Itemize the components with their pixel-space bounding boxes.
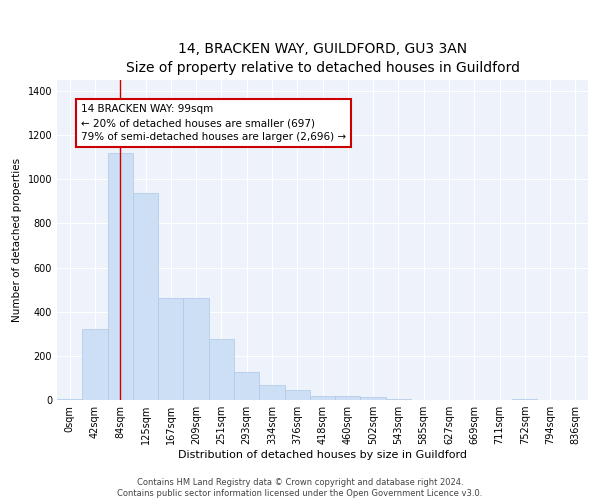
Bar (335, 396, 361, 400)
Text: Contains HM Land Registry data © Crown copyright and database right 2024.
Contai: Contains HM Land Registry data © Crown c… (118, 478, 482, 498)
Bar (57, 399, 82, 400)
Bar (259, 384, 284, 400)
Bar (234, 372, 259, 400)
Text: 14 BRACKEN WAY: 99sqm
← 20% of detached houses are smaller (697)
79% of semi-det: 14 BRACKEN WAY: 99sqm ← 20% of detached … (81, 104, 346, 142)
Bar (184, 298, 209, 400)
Bar (386, 399, 411, 400)
Bar (158, 298, 184, 400)
Bar (209, 340, 234, 400)
Bar (107, 153, 133, 400)
Bar (284, 390, 310, 400)
Bar (82, 330, 107, 400)
Bar (361, 396, 386, 400)
Title: 14, BRACKEN WAY, GUILDFORD, GU3 3AN
Size of property relative to detached houses: 14, BRACKEN WAY, GUILDFORD, GU3 3AN Size… (125, 42, 520, 74)
Y-axis label: Number of detached properties: Number of detached properties (12, 158, 22, 322)
Bar (310, 396, 335, 400)
Bar (133, 192, 158, 400)
X-axis label: Distribution of detached houses by size in Guildford: Distribution of detached houses by size … (178, 450, 467, 460)
